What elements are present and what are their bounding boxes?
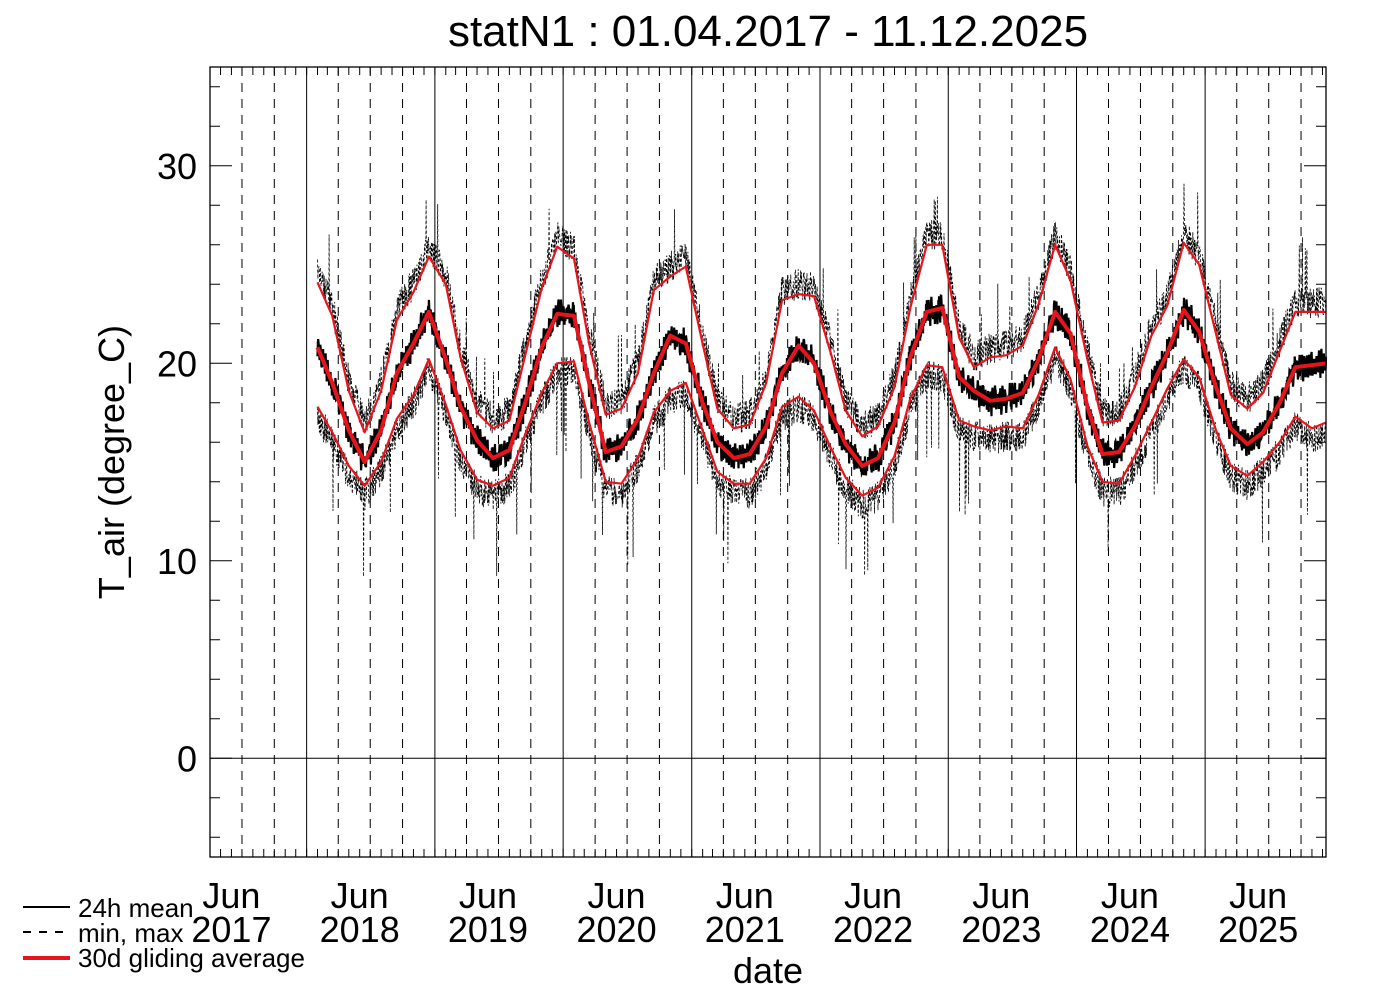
x-tick-labels: Jun2017Jun2018Jun2019Jun2020Jun2021Jun20…: [191, 875, 1298, 950]
x-tick-month: Jun: [202, 875, 260, 916]
x-tick-year: 2022: [833, 909, 913, 950]
x-tick-month: Jun: [844, 875, 902, 916]
legend: 24h mean min, max 30d gliding average: [23, 893, 305, 973]
legend-label-30d-average: 30d gliding average: [78, 943, 305, 973]
y-tick-label: 30: [157, 146, 197, 187]
x-tick-month: Jun: [588, 875, 646, 916]
x-tick-year: 2017: [191, 909, 271, 950]
x-tick-year: 2019: [448, 909, 528, 950]
x-tick-month: Jun: [1101, 875, 1159, 916]
x-tick-month: Jun: [331, 875, 389, 916]
mean-30d-average-line: [315, 305, 1327, 468]
legend-label-24h-mean: 24h mean: [78, 893, 194, 923]
y-tick-label: 0: [177, 738, 197, 779]
min-30d-average-line: [316, 346, 1327, 497]
y-tick-label: 20: [157, 343, 197, 384]
gridlines: [210, 67, 1326, 857]
y-axis-label: T_air (degree_C): [91, 325, 132, 599]
x-tick-year: 2020: [577, 909, 657, 950]
x-tick-month: Jun: [1229, 875, 1287, 916]
x-tick-month: Jun: [459, 875, 517, 916]
minor-ticks: [210, 67, 1326, 857]
plot-frame: [209, 66, 1327, 858]
legend-label-min-max: min, max: [78, 918, 183, 948]
y-tick-labels: 0 10 20 30: [157, 146, 197, 780]
x-tick-month: Jun: [716, 875, 774, 916]
x-tick-year: 2024: [1090, 909, 1170, 950]
x-tick-year: 2021: [705, 909, 785, 950]
daily-max-series: [317, 183, 1327, 439]
chart-title: statN1 : 01.04.2017 - 11.12.2025: [448, 7, 1088, 56]
x-tick-year: 2025: [1218, 909, 1298, 950]
x-tick-month: Jun: [972, 875, 1030, 916]
y-tick-label: 10: [157, 541, 197, 582]
series-layer: [315, 183, 1328, 577]
max-30d-average-line: [316, 241, 1326, 438]
daily-min-series: [317, 345, 1327, 577]
x-axis-label: date: [733, 950, 803, 991]
x-tick-year: 2023: [961, 909, 1041, 950]
x-tick-year: 2018: [320, 909, 400, 950]
